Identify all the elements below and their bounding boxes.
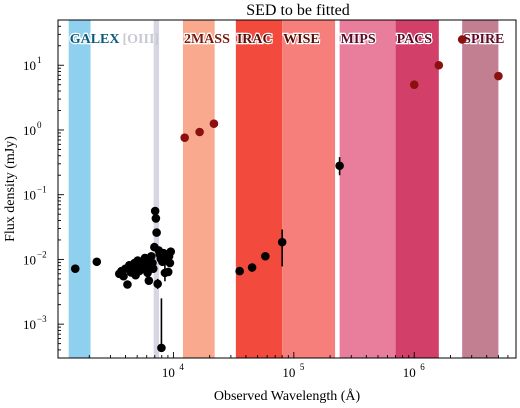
- y-axis-label: Flux density (mJy): [3, 136, 18, 242]
- data-point: [123, 280, 132, 289]
- data-point: [165, 258, 175, 268]
- x-tick-label: 10: [403, 365, 416, 380]
- data-point: [92, 257, 102, 267]
- plot-frame: [57, 19, 517, 359]
- model-point: [457, 35, 467, 44]
- data-point: [277, 237, 287, 247]
- y-tick-label: 10: [23, 317, 36, 332]
- data-point: [146, 251, 156, 261]
- band-label-oiii: [OIII]: [123, 32, 160, 47]
- data-point: [151, 214, 161, 223]
- y-tick-label: 10: [23, 123, 36, 138]
- y-tick-label: 10: [23, 58, 36, 73]
- band-irac: [235, 20, 283, 358]
- data-point: [70, 264, 80, 273]
- model-point: [195, 127, 204, 137]
- data-point: [157, 343, 166, 353]
- band-label-spire: SPIRE: [463, 32, 504, 47]
- data-point: [163, 267, 173, 277]
- band-label-2mass: 2MASS: [184, 32, 230, 47]
- band-label-mips: MIPS: [341, 32, 376, 47]
- band-oiii: [153, 20, 160, 358]
- model-point: [209, 119, 219, 128]
- band-pacs: [395, 20, 439, 358]
- y-tick-label: 10: [23, 188, 36, 203]
- band-labels: GALEX [OIII] 2MASS IRAC WISE MIPS PACS SPIRE: [69, 31, 506, 48]
- data-point: [144, 276, 154, 285]
- band-label-irac: IRAC: [237, 32, 273, 47]
- x-axis-label: Observed Wavelength (Å): [214, 388, 361, 404]
- data-point: [235, 266, 244, 276]
- chart-title: SED to be fitted: [246, 2, 350, 19]
- band-label-galex: GALEX: [70, 32, 120, 47]
- band-wise: [282, 20, 336, 358]
- y-tick-exponent: 1: [37, 55, 42, 65]
- data-point: [148, 264, 158, 273]
- data-point: [152, 228, 161, 237]
- band-label-wise: WISE: [283, 32, 320, 47]
- data-point: [119, 271, 128, 281]
- band-galex: [68, 20, 91, 358]
- y-tick-label: 10: [23, 252, 36, 267]
- data-point: [261, 251, 270, 261]
- y-tick-exponent: −3: [37, 314, 47, 324]
- x-tick-exponent: 4: [179, 362, 184, 372]
- model-point: [409, 80, 419, 90]
- x-tick-exponent: 5: [300, 362, 305, 372]
- x-tick-exponent: 6: [420, 362, 425, 372]
- data-point: [153, 279, 162, 289]
- x-tick-label: 10: [162, 365, 175, 380]
- data-points: [70, 35, 503, 353]
- model-point: [494, 71, 503, 81]
- filter-bands: [68, 20, 499, 358]
- y-tick-exponent: 0: [37, 120, 42, 130]
- model-point: [180, 133, 189, 142]
- data-point: [166, 247, 176, 256]
- band-2mass: [182, 20, 215, 358]
- model-point: [434, 60, 444, 70]
- band-spire: [462, 20, 499, 358]
- y-tick-exponent: −2: [37, 249, 47, 259]
- data-point: [150, 206, 160, 216]
- data-point: [335, 161, 344, 171]
- band-mips: [339, 20, 396, 358]
- band-label-pacs: PACS: [397, 32, 433, 47]
- x-axis-ticks: 10 4 10 5 10 6: [88, 352, 517, 380]
- y-tick-exponent: −1: [37, 185, 47, 195]
- data-point: [247, 263, 257, 272]
- x-tick-label: 10: [282, 365, 295, 380]
